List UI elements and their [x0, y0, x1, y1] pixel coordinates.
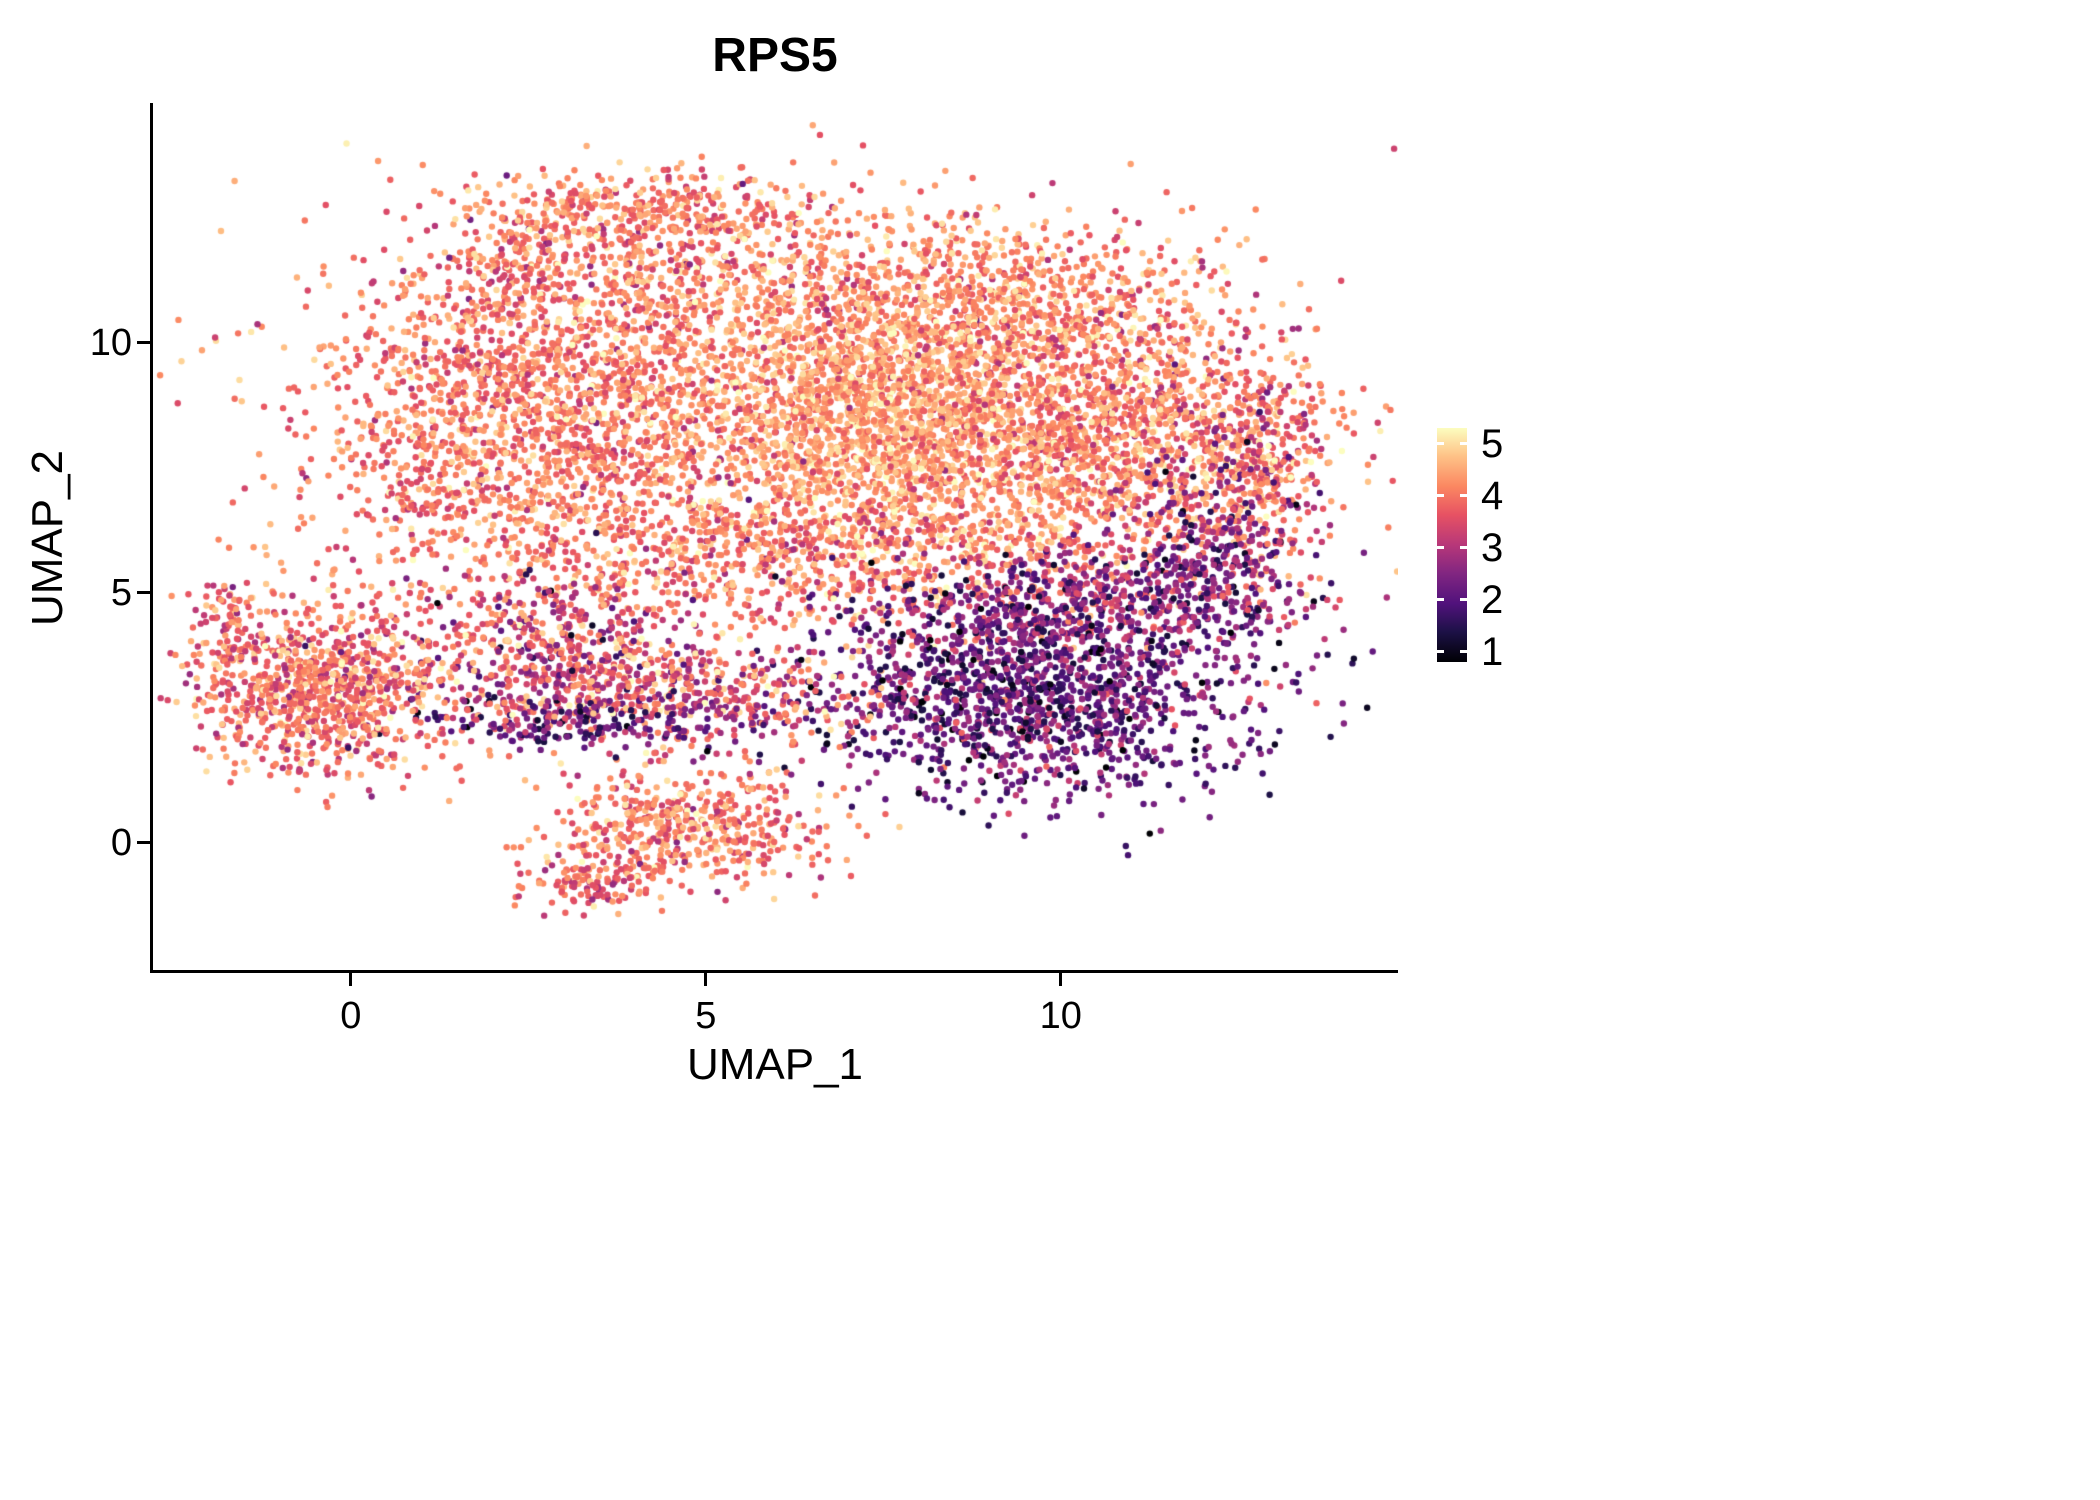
x-tick-mark	[1059, 973, 1063, 986]
colorbar-tick	[1437, 494, 1444, 498]
x-axis-title: UMAP_1	[686, 1040, 864, 1089]
colorbar-tick	[1460, 442, 1467, 446]
colorbar-tick	[1437, 546, 1444, 550]
colorbar-tick-label: 5	[1481, 421, 1504, 466]
x-axis-line	[150, 970, 1398, 973]
colorbar-gradient	[1437, 428, 1467, 662]
colorbar-tick	[1460, 494, 1467, 498]
colorbar-tick-label: 1	[1481, 629, 1504, 674]
chart-title: RPS5	[712, 29, 838, 82]
colorbar-tick	[1437, 650, 1444, 654]
colorbar-tick	[1437, 598, 1444, 602]
colorbar-tick-label: 3	[1481, 525, 1504, 570]
colorbar-tick	[1460, 650, 1467, 654]
scatter-canvas	[152, 105, 1398, 970]
x-tick-mark	[704, 973, 708, 986]
y-tick-mark	[137, 591, 150, 594]
y-tick-mark	[137, 341, 150, 344]
y-tick-label: 10	[89, 321, 132, 364]
colorbar-tick	[1460, 598, 1467, 602]
y-axis-title: UMAP_2	[23, 449, 73, 626]
colorbar-tick-label: 2	[1481, 577, 1504, 622]
x-tick-label: 5	[695, 995, 717, 1037]
x-tick-mark	[349, 973, 353, 986]
y-tick-label: 5	[110, 571, 132, 614]
y-axis-title-wrap: UMAP_2	[18, 105, 78, 970]
y-tick-label: 0	[110, 821, 132, 864]
y-tick-mark	[137, 841, 150, 844]
colorbar-tick	[1437, 442, 1444, 446]
x-tick-label: 10	[1039, 995, 1082, 1037]
colorbar-tick-label: 4	[1481, 473, 1504, 518]
x-tick-label: 0	[340, 995, 362, 1037]
y-axis-line	[150, 103, 153, 973]
colorbar-tick	[1460, 546, 1467, 550]
